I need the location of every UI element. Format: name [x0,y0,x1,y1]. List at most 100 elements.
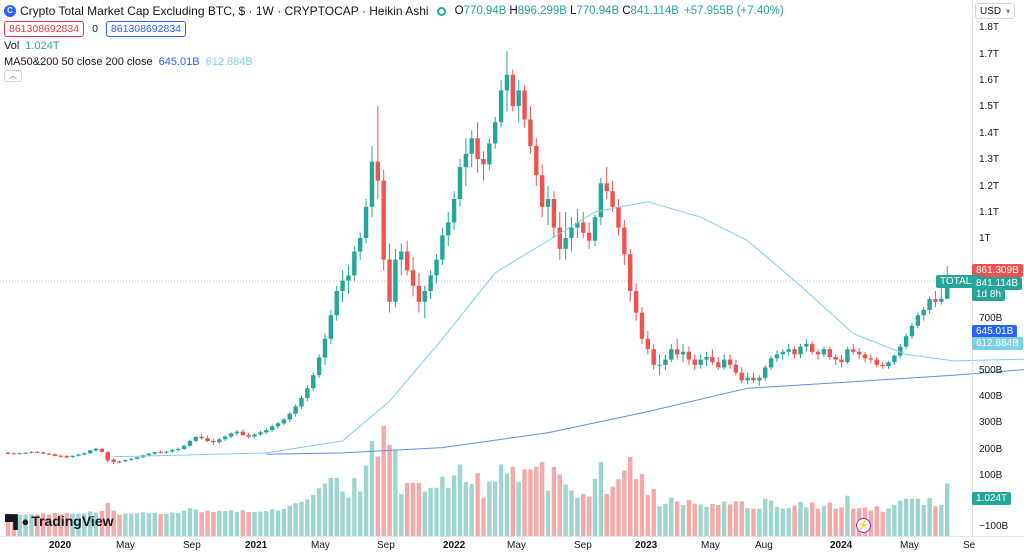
lightning-icon[interactable]: ⚡ [856,518,871,533]
candle-body [70,455,75,458]
y-axis-tick: 1.3T [979,154,1000,165]
x-axis-tick: 2020 [49,540,72,551]
trade-buttons-row: 861308692834 0 861308692834 [4,21,186,37]
volume-bar [569,490,574,536]
candle-body [798,346,803,355]
buy-button[interactable]: 861308692834 [105,21,186,37]
volume-bar [939,504,944,536]
volume-bar [845,495,850,536]
candle-body [610,191,615,207]
candle-body [880,364,885,367]
candle-body [616,206,621,228]
volume-bar [792,505,797,536]
candle-body [481,159,486,165]
y-axis-tick: 1.1T [979,207,1000,218]
candle-body [252,434,257,437]
volume-bar [727,504,733,536]
volume-bar [35,514,40,536]
candle-body [399,251,404,260]
volume-legend-value: 1.024T [25,40,60,52]
volume-bar [363,465,369,536]
y-axis-tick: 1.5T [979,101,1000,112]
volume-bar [821,506,827,536]
volume-bar [575,497,580,536]
volume-bar [352,477,357,536]
volume-bar [393,449,398,536]
candle-body [287,413,292,420]
candle-body [698,359,703,365]
candle-body [346,275,351,281]
volume-bar [704,506,709,536]
volume-bar [768,500,774,536]
candle-body [757,377,762,381]
candle-body [23,452,28,454]
candle-body [909,325,915,337]
volume-bar [528,469,533,536]
volume-bar [369,441,375,536]
x-axis-tick: 2022 [443,540,466,551]
volume-bar [211,511,216,536]
volume-bar [358,491,363,536]
volume-bar [903,498,909,536]
candle-body [927,299,932,310]
volume-price-label: 1.024T [972,492,1012,505]
volume-bar [258,511,263,536]
tradingview-logo[interactable]: ▀▌● TradingView [5,513,114,529]
volume-bar [915,498,921,536]
candle-body [716,362,721,368]
volume-bar [686,500,692,536]
candle-body [76,454,81,456]
ma-legend[interactable]: MA50&200 50 close 200 close 645.01B 612.… [4,56,253,68]
collapse-legend-icon[interactable]: ︿ [4,70,22,82]
volume-bar [481,497,486,536]
y-axis-tick: 400B [979,391,1003,402]
volume-bar [164,513,169,536]
volume-bar [129,513,134,536]
candle-body [428,275,433,291]
currency-label: USD [980,6,1002,17]
volume-bar [340,491,345,536]
candle-body [457,167,463,199]
volume-bar [187,508,193,536]
symbol-legend[interactable]: C Crypto Total Market Cap Excluding BTC,… [4,4,784,18]
volume-bar [774,506,780,536]
volume-bar [669,497,674,536]
candle-body [222,436,228,440]
candle-body [727,359,733,365]
volume-bar [833,508,838,536]
sell-button[interactable]: 861308692834 [4,21,85,37]
candle-body [903,336,909,347]
volume-legend[interactable]: Vol 1.024T [4,40,60,52]
volume-bar [375,456,381,536]
volume-bar [99,510,105,536]
candle-body [416,285,422,302]
currency-select[interactable]: USD ▾ [975,3,1015,19]
volume-bar [733,501,739,536]
volume-bar [751,508,756,536]
candle-body [375,161,381,181]
volume-bar [275,510,281,536]
volume-bar [434,487,439,536]
volume-bar [422,491,427,536]
candle-body [669,349,674,360]
candle-body [487,143,492,165]
volume-bar [316,488,322,536]
volume-bar [898,500,903,536]
volume-bar [739,501,744,536]
candle-body [645,338,651,350]
volume-bar [346,497,351,536]
candle-body [663,359,668,365]
volume-bar [23,514,28,536]
volume-bar [199,512,204,536]
y-axis-tick: 200B [979,444,1003,455]
volume-bar [58,514,64,536]
candle-body [774,354,780,359]
volume-bar [246,512,251,536]
volume-bar [909,498,915,536]
candle-body [815,351,821,355]
candle-body [575,222,580,228]
volume-bar [886,508,891,536]
volume-bar [692,503,697,536]
candle-body [293,406,298,414]
